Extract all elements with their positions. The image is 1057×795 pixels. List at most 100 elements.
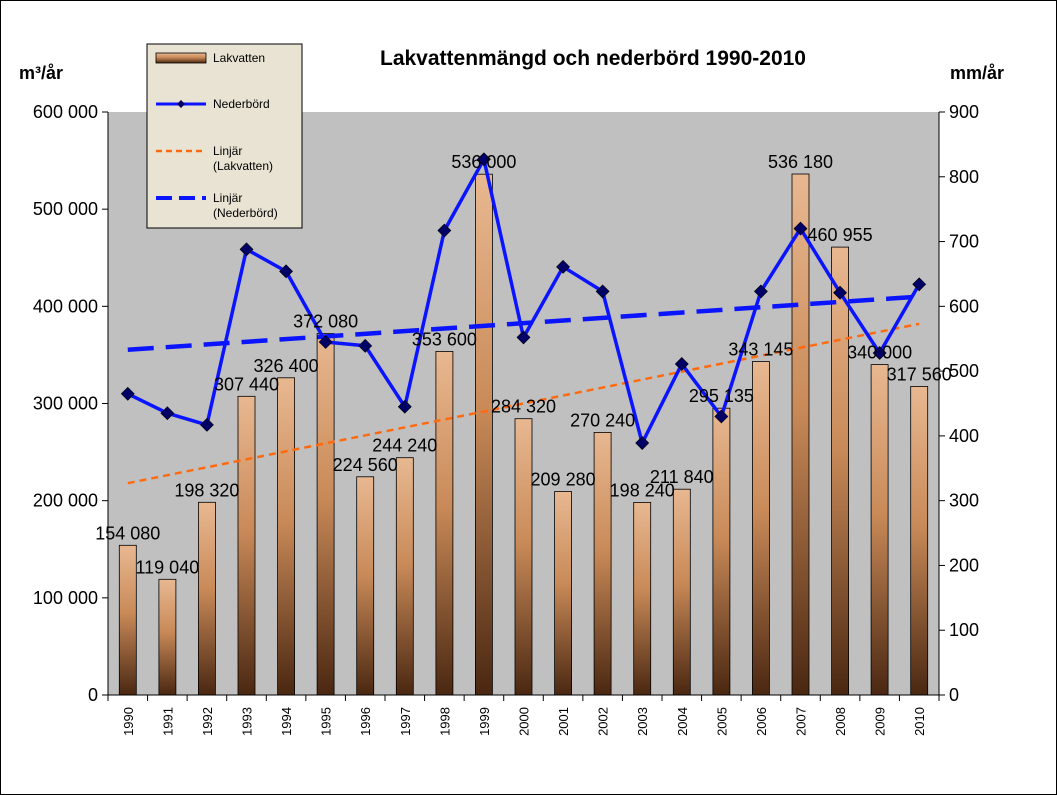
chart-title: Lakvattenmängd och nederbörd 1990-2010: [380, 47, 806, 70]
data-label-1997: 244 240: [372, 436, 437, 456]
x-tick-label: 1990: [121, 707, 136, 736]
precip-marker-1992: [200, 417, 214, 432]
data-label-1992: 198 320: [174, 480, 239, 500]
y-left-tick-label: 400 000: [33, 296, 98, 316]
bar-1995: [316, 333, 335, 696]
precip-marker-2009: [872, 346, 887, 360]
x-tick-label: 2000: [517, 707, 532, 736]
precip-marker-2003: [635, 436, 650, 450]
data-label-2000: 284 320: [491, 397, 556, 417]
precipitation-series: [120, 152, 927, 450]
y-right-tick-label: 200: [949, 555, 979, 575]
y-right-tick-label: 700: [949, 232, 979, 252]
data-label-1999: 536 000: [451, 152, 516, 172]
bar-1990: [118, 544, 137, 696]
y-left-unit: m³/år: [19, 63, 63, 83]
x-tick-label: 1998: [437, 707, 452, 736]
y-right-tick-label: 300: [949, 491, 979, 511]
trendlines-group: [127, 294, 920, 485]
x-tick-label: 2001: [556, 707, 571, 736]
y-right-unit: mm/år: [950, 63, 1004, 83]
precip-marker-1998: [437, 223, 452, 238]
data-label-1991: 119 040: [135, 557, 199, 577]
y-left-tick-label: 200 000: [33, 491, 98, 511]
bar-1992: [197, 501, 216, 696]
precip-marker-2001: [556, 259, 570, 274]
data-label-1998: 353 600: [412, 329, 477, 349]
legend-label-3: Linjär (Nederbörd): [213, 191, 278, 220]
y-left-tick-label: 600 000: [33, 102, 98, 122]
y-right-tick-label: 900: [949, 102, 979, 122]
precip-marker-1990: [120, 386, 135, 401]
x-tick-label: 2002: [596, 707, 611, 736]
trendline-lakvatten: [127, 322, 920, 485]
y-left-tick-label: 300 000: [33, 394, 98, 414]
x-tick-label: 1996: [358, 707, 373, 736]
x-tick-label: 2010: [912, 707, 927, 736]
bar-1998: [435, 350, 454, 696]
legend-label-1: Nederbörd: [213, 97, 270, 111]
data-label-2002: 270 240: [570, 410, 635, 430]
y-left-tick-label: 100 000: [33, 588, 98, 608]
y-right-tick-label: 0: [949, 685, 959, 705]
bar-1991: [158, 578, 177, 696]
bar-2003: [633, 501, 652, 696]
bar-1993: [237, 395, 256, 696]
precip-marker-1995: [318, 335, 333, 349]
data-label-1993: 307 440: [214, 374, 279, 394]
precip-marker-2008: [833, 285, 847, 300]
y-right-tick-label: 800: [949, 167, 979, 187]
bar-2005: [712, 407, 731, 696]
x-tick-label: 1993: [240, 707, 255, 736]
legend-label-2: Linjär (Lakvatten): [213, 144, 273, 173]
bar-2001: [554, 491, 572, 696]
x-tick-label: 2004: [675, 707, 690, 736]
bars-group: [118, 173, 929, 696]
x-tick-label: 2007: [794, 707, 809, 736]
bar-2006: [752, 361, 770, 696]
x-tick-label: 1992: [200, 707, 215, 736]
precip-marker-1991: [160, 406, 175, 421]
x-tick-label: 1991: [160, 707, 175, 736]
precip-marker-2005: [714, 409, 729, 424]
data-label-2003: 198 240: [610, 480, 675, 500]
x-tick-label: 1999: [477, 707, 492, 736]
data-label-2004: 211 840: [650, 467, 714, 487]
bar-2004: [672, 488, 691, 696]
x-tick-label: 1995: [319, 707, 334, 736]
y-right-tick-label: 500: [949, 361, 979, 381]
trendline-nederbord: [127, 294, 920, 352]
precip-marker-1996: [358, 338, 373, 353]
bar-1996: [356, 476, 375, 696]
y-right-tick-label: 400: [949, 426, 979, 446]
y-right-tick-label: 600: [949, 296, 979, 316]
ticks-group: 0 100 000 200 000 300 000 400 000 500 000 600 …: [33, 102, 979, 736]
data-label-1995: 372 080: [293, 311, 358, 331]
legend-swatch-lakvatten: [155, 52, 207, 64]
precip-marker-1993: [239, 242, 254, 257]
x-tick-label: 2005: [714, 707, 729, 736]
bar-2007: [791, 173, 810, 696]
x-tick-label: 2009: [873, 707, 888, 736]
legend: Lakvatten Nederbörd Linjär (Lakvatten) Linjä…: [146, 43, 303, 229]
bar-2009: [870, 364, 889, 696]
y-right-tick-label: 100: [949, 620, 979, 640]
x-tick-label: 2006: [754, 707, 769, 736]
precip-marker-2010: [912, 277, 927, 292]
data-label-1996: 224 560: [333, 455, 398, 475]
bar-2000: [514, 418, 533, 696]
data-label-2009: 340 000: [847, 343, 912, 363]
precip-marker-2002: [595, 284, 610, 299]
precip-marker-2000: [516, 330, 531, 345]
data-label-2010: 317 560: [887, 364, 952, 384]
y-left-tick-label: 500 000: [33, 199, 98, 219]
legend-swatch-nederbord-marker: [177, 100, 185, 108]
x-tick-label: 2003: [635, 707, 650, 736]
data-label-1990: 154 080: [95, 523, 160, 543]
bar-1994: [277, 377, 296, 696]
bar-1999: [474, 173, 493, 696]
data-label-2007: 536 180: [768, 152, 833, 172]
precip-marker-1997: [397, 399, 412, 414]
data-label-2001: 209 280: [531, 470, 596, 490]
